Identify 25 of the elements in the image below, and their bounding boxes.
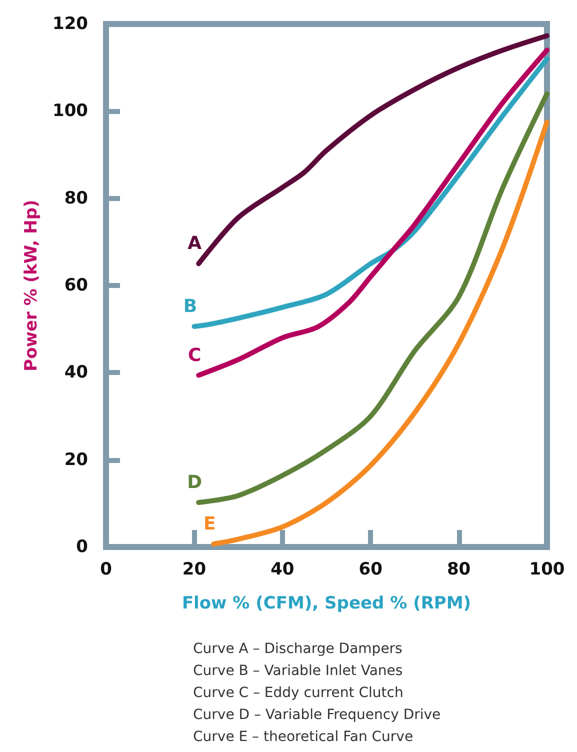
x-tick-label: 80 bbox=[446, 560, 471, 580]
y-axis-title: Power % (kW, Hp) bbox=[22, 200, 42, 372]
x-tick-label: 20 bbox=[182, 560, 206, 580]
y-tick-label: 60 bbox=[64, 276, 88, 296]
y-tick-label: 0 bbox=[76, 537, 88, 557]
text: Curve E – theoretical Fan Curve bbox=[193, 729, 414, 745]
text: Curve C – Eddy current Clutch bbox=[193, 685, 404, 701]
series-label: A bbox=[188, 233, 202, 254]
x-tick-label: 40 bbox=[270, 560, 294, 580]
x-tick-label: 100 bbox=[529, 560, 565, 580]
x-tick-label: 60 bbox=[358, 560, 383, 580]
y-tick-label: 80 bbox=[64, 188, 88, 208]
text: Curve B – Variable Inlet Vanes bbox=[193, 663, 403, 679]
series-label: B bbox=[183, 296, 198, 317]
y-tick-label: 120 bbox=[52, 14, 88, 34]
y-tick-label: 20 bbox=[64, 450, 88, 470]
y-tick-label: 40 bbox=[64, 362, 88, 383]
series-label: D bbox=[187, 472, 202, 494]
series-label: E bbox=[203, 513, 216, 534]
text: Curve A – Discharge Dampers bbox=[193, 641, 402, 657]
x-tick-label: 0 bbox=[100, 560, 112, 580]
series-label: C bbox=[188, 344, 202, 366]
x-axis-title: Flow % (CFM), Speed % (RPM) bbox=[182, 594, 472, 614]
text: Curve D – Variable Frequency Drive bbox=[193, 707, 441, 723]
y-tick-label: 100 bbox=[52, 101, 88, 122]
